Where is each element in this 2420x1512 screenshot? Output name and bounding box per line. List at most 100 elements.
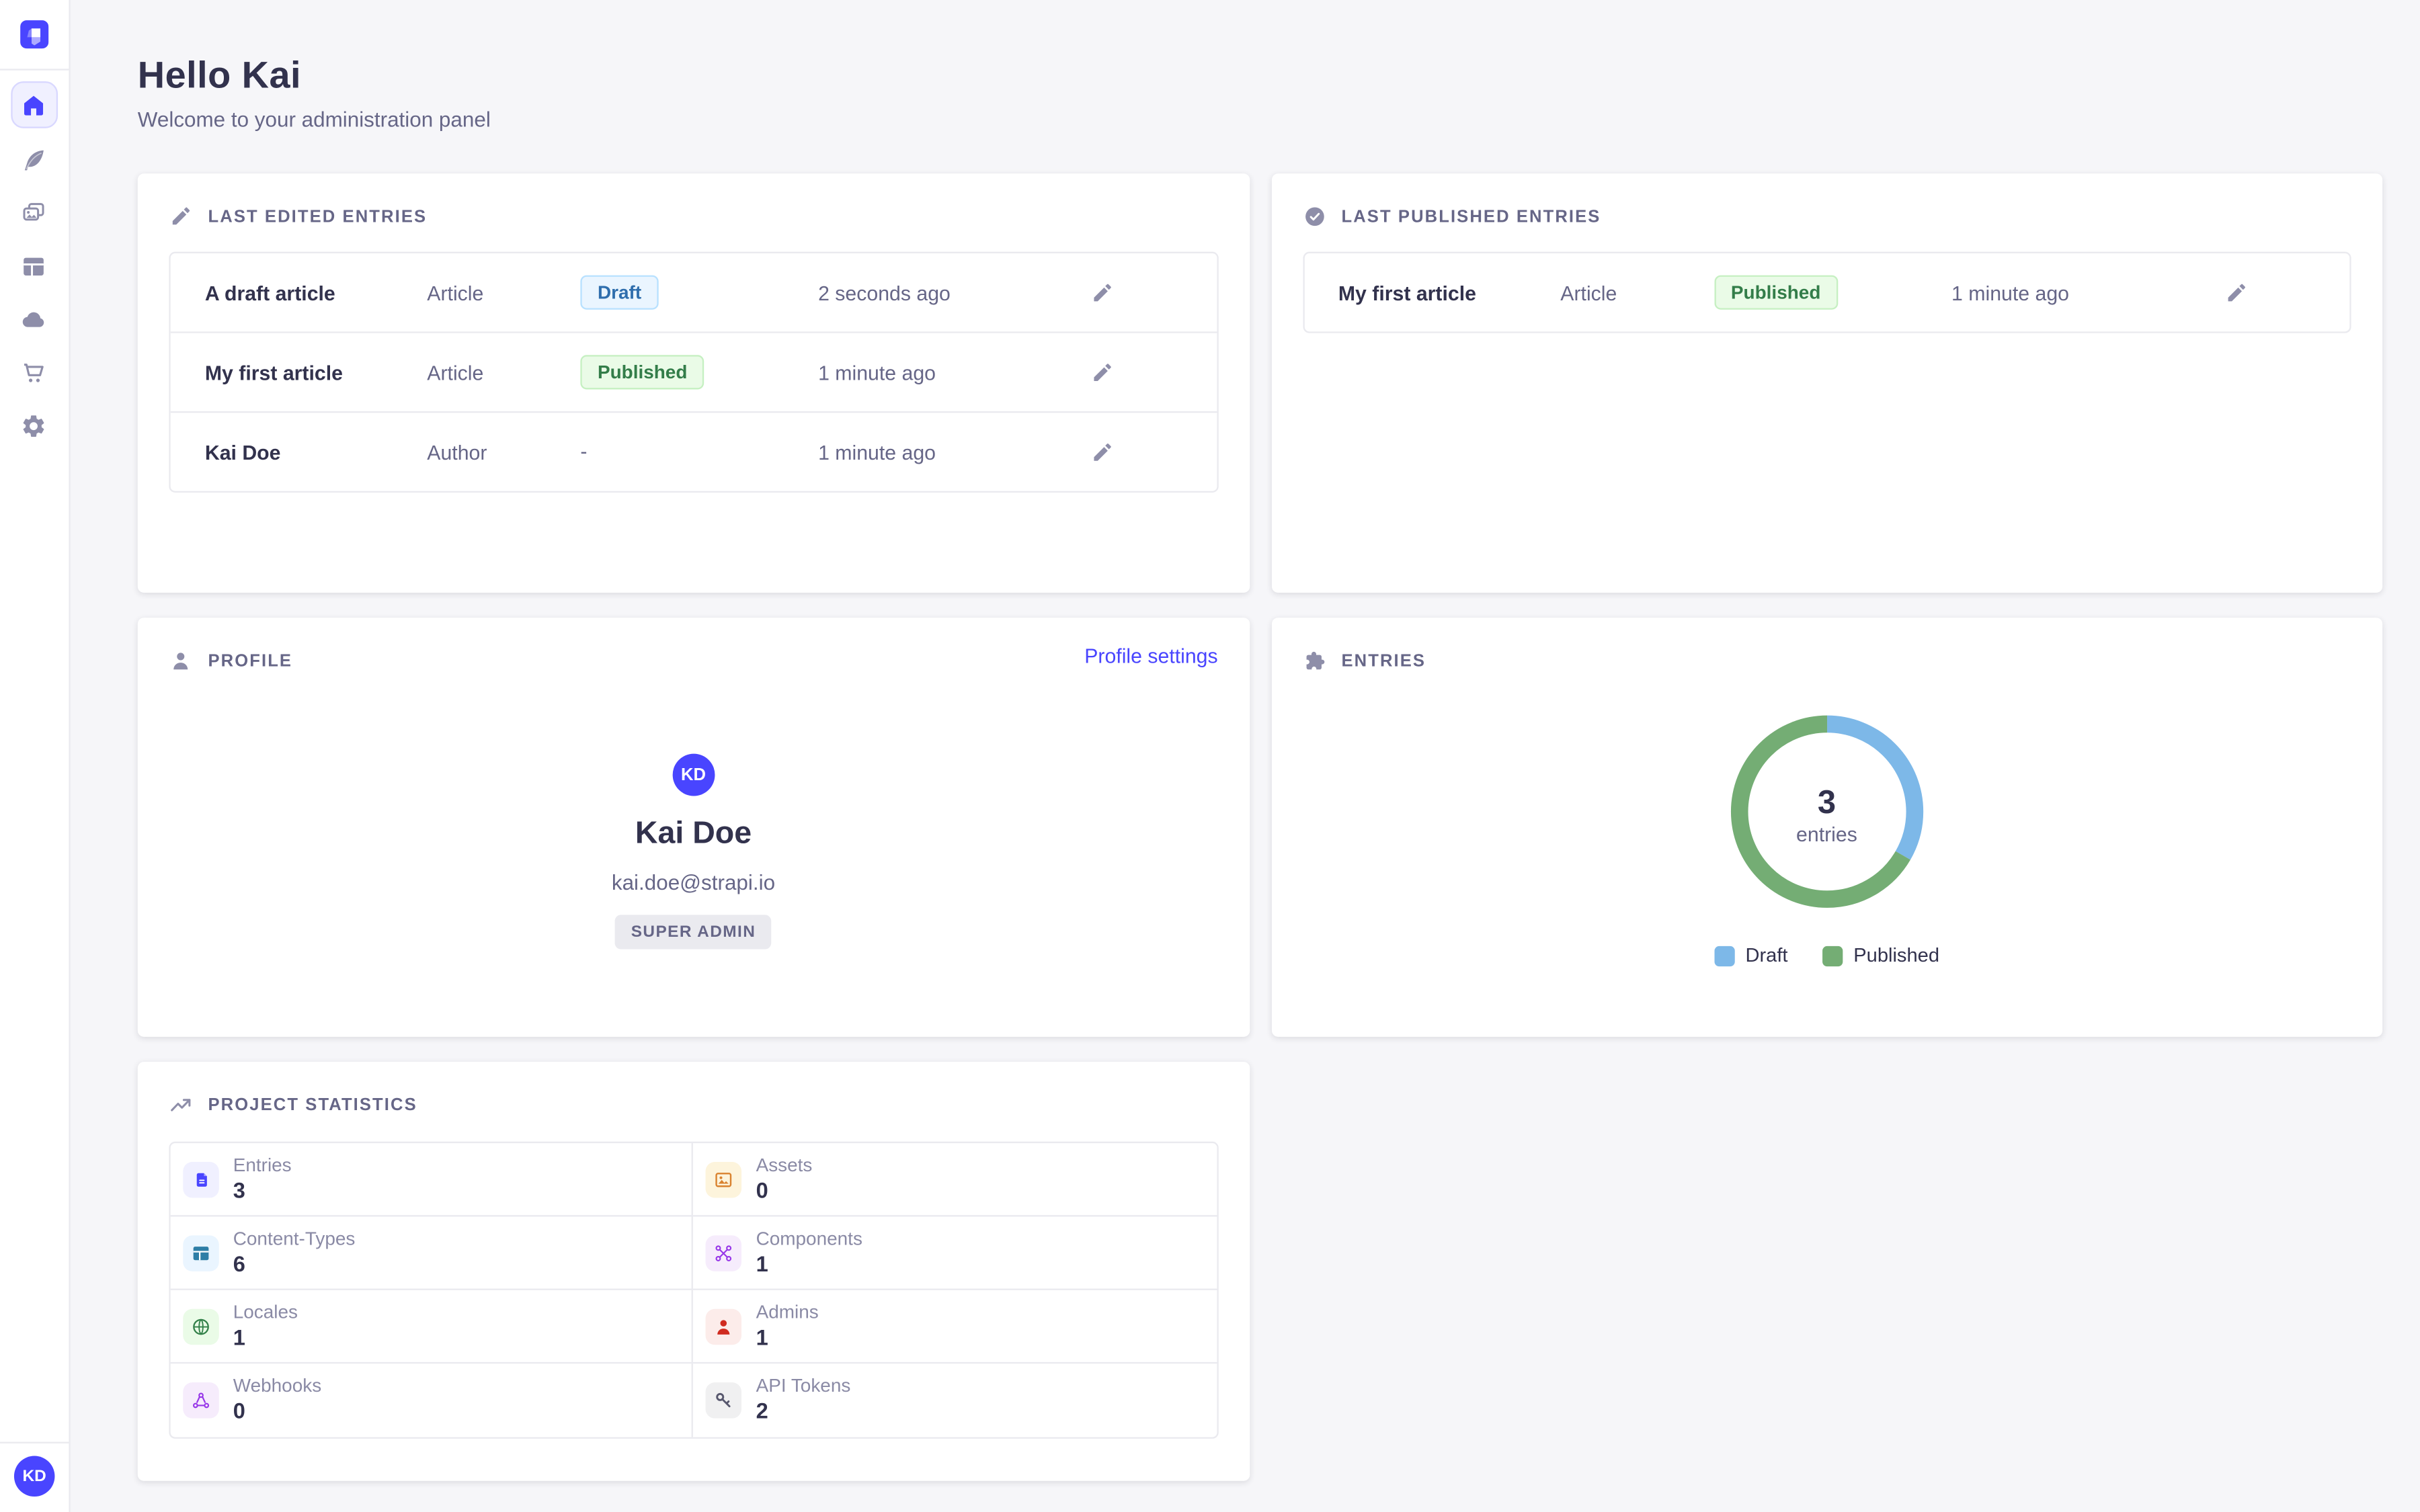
sidebar-divider	[0, 69, 69, 71]
stat-value: 1	[756, 1324, 768, 1349]
entries-donut-chart: 3 entries	[1728, 713, 1925, 918]
legend-label: Published	[1853, 944, 1940, 967]
card-title: PROFILE	[169, 649, 1217, 673]
profile-settings-link[interactable]: Profile settings	[1084, 644, 1218, 668]
donut-segment-published	[1730, 715, 1923, 908]
pencil-icon	[1090, 360, 1114, 384]
status-badge: Draft	[580, 275, 659, 310]
pencil-icon	[1090, 281, 1114, 304]
card-title-text: LAST PUBLISHED ENTRIES	[1341, 207, 1601, 226]
user-icon	[169, 649, 192, 673]
edit-entry-button[interactable]	[2221, 278, 2249, 306]
card-title-text: PROJECT STATISTICS	[208, 1095, 417, 1115]
status-badge: Published	[1713, 275, 1838, 310]
check-circle-icon	[1302, 205, 1326, 228]
entry-time: 1 minute ago	[818, 440, 936, 464]
card-title-text: PROFILE	[208, 651, 293, 671]
entry-kind: Article	[427, 280, 484, 304]
stat-value: 6	[233, 1250, 245, 1276]
avatar: KD	[672, 753, 715, 796]
table-row[interactable]: My first article Article Published 1 min…	[170, 331, 1217, 411]
entries-icon	[183, 1161, 219, 1198]
last-published-entries-card: LAST PUBLISHED ENTRIES My first article …	[1270, 173, 2383, 593]
stat-label: Admins	[756, 1300, 819, 1323]
legend-item-published: Published	[1822, 944, 1940, 967]
table-row[interactable]: Kai Doe Author - 1 minute ago	[170, 411, 1217, 491]
page-title: Hello Kai	[137, 54, 301, 97]
cart-icon	[20, 359, 47, 386]
stat-entries: Entries 3	[170, 1143, 694, 1217]
sidebar-item-media-library[interactable]	[11, 191, 55, 235]
main-content: Hello Kai Welcome to your administration…	[69, 0, 2420, 1512]
pencil-icon	[169, 205, 192, 228]
strapi-logo[interactable]	[20, 20, 49, 49]
home-icon	[20, 91, 47, 118]
entry-name: A draft article	[204, 280, 335, 304]
sidebar-item-home[interactable]	[10, 81, 57, 128]
key-icon	[706, 1382, 742, 1419]
chart-legend: Draft Published	[1302, 944, 2351, 967]
entry-kind: Article	[1560, 280, 1617, 304]
sidebar: KD	[0, 0, 71, 1512]
card-title-text: ENTRIES	[1341, 651, 1426, 671]
stat-label: Locales	[233, 1300, 298, 1323]
assets-icon	[706, 1161, 742, 1198]
stat-label: Webhooks	[233, 1375, 322, 1398]
card-title: LAST PUBLISHED ENTRIES	[1302, 205, 2351, 228]
status-badge: -	[580, 439, 588, 463]
stat-api-tokens: API Tokens 2	[693, 1363, 1216, 1437]
entries-count-label: entries	[1796, 823, 1857, 847]
edit-entry-button[interactable]	[1088, 358, 1116, 386]
stat-locales: Locales 1	[170, 1290, 694, 1364]
role-badge: SUPER ADMIN	[615, 915, 772, 950]
sidebar-item-settings[interactable]	[11, 403, 55, 447]
sidebar-item-content-type-builder[interactable]	[11, 244, 55, 288]
card-title: PROJECT STATISTICS	[169, 1093, 1217, 1117]
donut-center-label: 3 entries	[1728, 713, 1925, 918]
stat-value: 2	[756, 1398, 768, 1424]
stat-label: Content-Types	[233, 1227, 356, 1250]
sidebar-item-marketplace[interactable]	[11, 350, 55, 394]
legend-item-draft: Draft	[1713, 944, 1788, 967]
legend-label: Draft	[1745, 944, 1788, 967]
edit-entry-button[interactable]	[1088, 278, 1116, 306]
entry-name: Kai Doe	[204, 440, 281, 464]
sidebar-item-content-manager[interactable]	[11, 138, 55, 181]
layout-icon	[20, 253, 47, 280]
sidebar-nav	[0, 81, 67, 448]
stat-components: Components 1	[693, 1216, 1217, 1290]
stat-content-types: Content-Types 6	[170, 1216, 694, 1290]
profile-name: Kai Doe	[635, 816, 752, 851]
page-subtitle: Welcome to your administration panel	[137, 108, 491, 132]
table-row[interactable]: A draft article Article Draft 2 seconds …	[171, 253, 1217, 331]
entry-time: 1 minute ago	[818, 360, 936, 384]
images-icon	[20, 200, 47, 226]
trend-up-icon	[169, 1093, 192, 1117]
stat-label: API Tokens	[756, 1375, 851, 1398]
profile-body: KD Kai Doe kai.doe@strapi.io SUPER ADMIN	[169, 753, 1217, 950]
donut-svg	[1730, 715, 1923, 908]
user-avatar[interactable]: KD	[13, 1456, 55, 1497]
table-row[interactable]: My first article Article Published 1 min…	[1304, 253, 2350, 331]
stat-value: 1	[756, 1250, 768, 1276]
admins-icon	[706, 1308, 742, 1345]
content-types-icon	[183, 1234, 219, 1271]
profile-email: kai.doe@strapi.io	[611, 871, 776, 895]
pencil-icon	[2224, 281, 2247, 304]
pencil-icon	[1090, 440, 1114, 464]
stat-value: 0	[756, 1177, 768, 1202]
last-edited-entries-card: LAST EDITED ENTRIES A draft article Arti…	[137, 173, 1250, 593]
stat-admins: Admins 1	[693, 1290, 1217, 1364]
stat-webhooks: Webhooks 0	[171, 1363, 694, 1437]
locales-icon	[183, 1308, 219, 1345]
entries-count: 3	[1817, 785, 1837, 821]
entry-time: 1 minute ago	[1951, 280, 2069, 304]
published-swatch	[1822, 945, 1843, 966]
stat-assets: Assets 0	[693, 1143, 1217, 1217]
stat-value: 1	[233, 1324, 245, 1349]
entries-chart-card: ENTRIES 3 entries	[1270, 618, 2383, 1037]
entry-name: My first article	[204, 360, 343, 384]
edit-entry-button[interactable]	[1088, 438, 1116, 466]
sidebar-item-cloud[interactable]	[11, 297, 55, 341]
